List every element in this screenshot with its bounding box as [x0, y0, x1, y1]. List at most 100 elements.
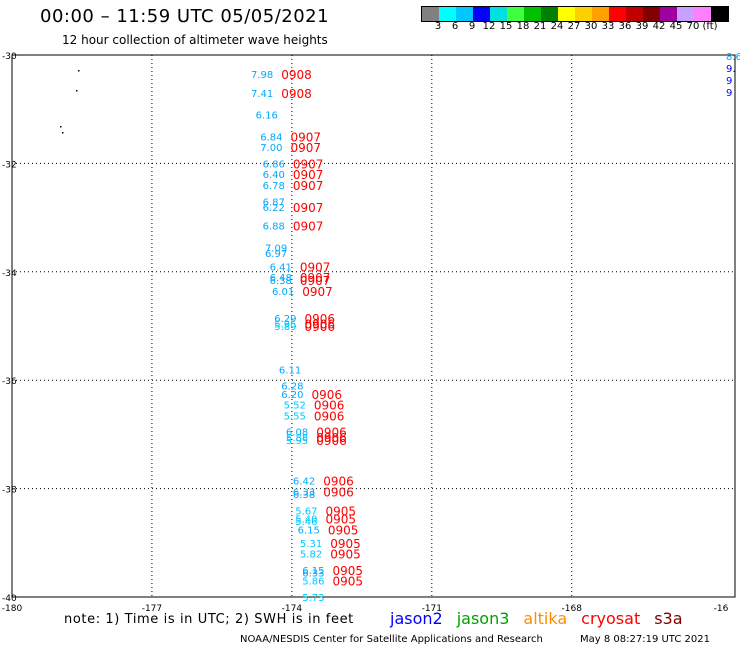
obs-time: 0907: [293, 179, 324, 193]
color-scale-label: 15: [499, 21, 513, 32]
color-swatch: [609, 7, 626, 21]
color-scale-label: 18: [516, 21, 530, 32]
obs-time: 0907: [300, 271, 331, 285]
obs-time: 0908: [281, 87, 312, 101]
swh-value: 5.95: [274, 319, 296, 330]
obs-time: 0907: [291, 130, 322, 144]
obs-time: 0907: [291, 141, 322, 155]
swh-value: 6.84: [260, 132, 282, 143]
longitude-label: -180: [2, 604, 23, 614]
obs-time: 0906: [314, 399, 345, 413]
obs-time: 0907: [293, 157, 324, 171]
longitude-label: -171: [422, 604, 442, 614]
island-dot: [60, 126, 62, 128]
island-dot: [78, 70, 80, 72]
swh-value: 5.88: [286, 433, 308, 444]
swh-value: 6.78: [263, 181, 285, 192]
color-scale-labels: 3 6 9 12 15 18 21 24 27 30 33 36 39 42 45 70 (ft): [421, 21, 740, 35]
swh-value: 6.20: [281, 390, 303, 401]
latitude-label: -40: [2, 594, 17, 604]
swh-value: 5.82: [300, 550, 322, 561]
swh-value: 6.28: [281, 382, 303, 393]
swh-value: 6.15: [298, 525, 320, 536]
swh-value: 6.87: [263, 197, 285, 208]
color-swatch: [439, 7, 456, 21]
color-scale-label: 3: [434, 21, 442, 32]
obs-time: 0907: [293, 201, 324, 215]
latitude-label: -38: [2, 486, 17, 496]
island-dot: [62, 132, 64, 134]
obs-time: 0905: [330, 548, 361, 562]
longitude-label: -16: [714, 604, 729, 614]
swh-value: 6.86: [263, 159, 285, 170]
satellite-legend: jason2 jason3 altika cryosat s3a: [390, 609, 697, 628]
color-scale-label: (ft): [702, 21, 718, 32]
swh-value: 5.86: [302, 577, 324, 588]
color-swatch: [694, 7, 711, 21]
satellite-legend-item: jason2: [390, 609, 443, 628]
swh-value: 5.55: [284, 411, 306, 422]
color-swatch: [643, 7, 660, 21]
color-scale-label: 70: [686, 21, 700, 32]
swh-value: 7.00: [260, 143, 282, 154]
swh-value: 6.15: [302, 566, 324, 577]
swh-value: 5.31: [300, 539, 322, 550]
obs-time: 0905: [333, 564, 364, 578]
color-scale-label: 33: [601, 21, 615, 32]
swh-value: 6.42: [293, 476, 315, 487]
longitude-label: -174: [282, 604, 303, 614]
color-swatch: [490, 7, 507, 21]
color-scale-label: 12: [482, 21, 496, 32]
obs-time: 0905: [330, 537, 361, 551]
color-swatch: [575, 7, 592, 21]
swh-value: 6.38: [270, 276, 292, 287]
color-scale-label: 27: [567, 21, 581, 32]
color-scale-label: 6: [451, 21, 459, 32]
swh-value: 6.48: [270, 273, 292, 284]
swh-value: 6.97: [265, 249, 287, 260]
edge-swh-value: 9: [726, 88, 732, 99]
page-subtitle: 12 hour collection of altimeter wave hei…: [62, 33, 328, 47]
swh-value: 6.08: [286, 428, 308, 439]
satellite-legend-item: cryosat: [581, 609, 641, 628]
obs-time: 0907: [302, 285, 333, 299]
obs-time: 0906: [323, 474, 354, 488]
obs-time: 0907: [300, 274, 331, 288]
obs-time: 0905: [326, 512, 357, 526]
generated-date: May 8 08:27:19 UTC 2021: [580, 634, 710, 645]
color-swatch: [711, 7, 728, 21]
color-scale-label: 39: [635, 21, 649, 32]
latitude-label: -32: [2, 160, 17, 170]
color-swatch: [677, 7, 694, 21]
color-swatch: [558, 7, 575, 21]
edge-swh-value: 9.: [726, 64, 736, 75]
color-swatch: [473, 7, 490, 21]
obs-time: 0906: [316, 434, 347, 448]
color-swatch: [626, 7, 643, 21]
longitude-label: -168: [562, 604, 583, 614]
swh-value: 5.73: [302, 593, 324, 604]
satellite-legend-item: jason3: [456, 609, 510, 628]
obs-time: 0906: [305, 312, 336, 326]
obs-time: 0906: [305, 320, 336, 334]
obs-time: 0907: [293, 220, 324, 234]
color-scale-bar: [421, 6, 729, 22]
obs-time: 0907: [293, 168, 324, 182]
map-frame: [11, 54, 736, 598]
swh-value: 6.88: [263, 222, 285, 233]
swh-value: 5.89: [274, 322, 296, 333]
obs-time: 0906: [314, 409, 345, 423]
latitude-label: -30: [2, 52, 17, 62]
satellite-legend-item: altika: [523, 609, 568, 628]
obs-time: 0906: [312, 388, 343, 402]
color-scale-label: 9: [468, 21, 476, 32]
swh-value: 6.01: [272, 287, 294, 298]
swh-value: 5.67: [295, 506, 317, 517]
obs-time: 0905: [328, 523, 359, 537]
swh-value: 5.52: [284, 401, 306, 412]
swh-value: 6.29: [274, 314, 296, 325]
swh-value: 7.98: [251, 70, 273, 81]
swh-value: 6.11: [279, 365, 301, 376]
swh-value: 6.33: [293, 487, 315, 498]
